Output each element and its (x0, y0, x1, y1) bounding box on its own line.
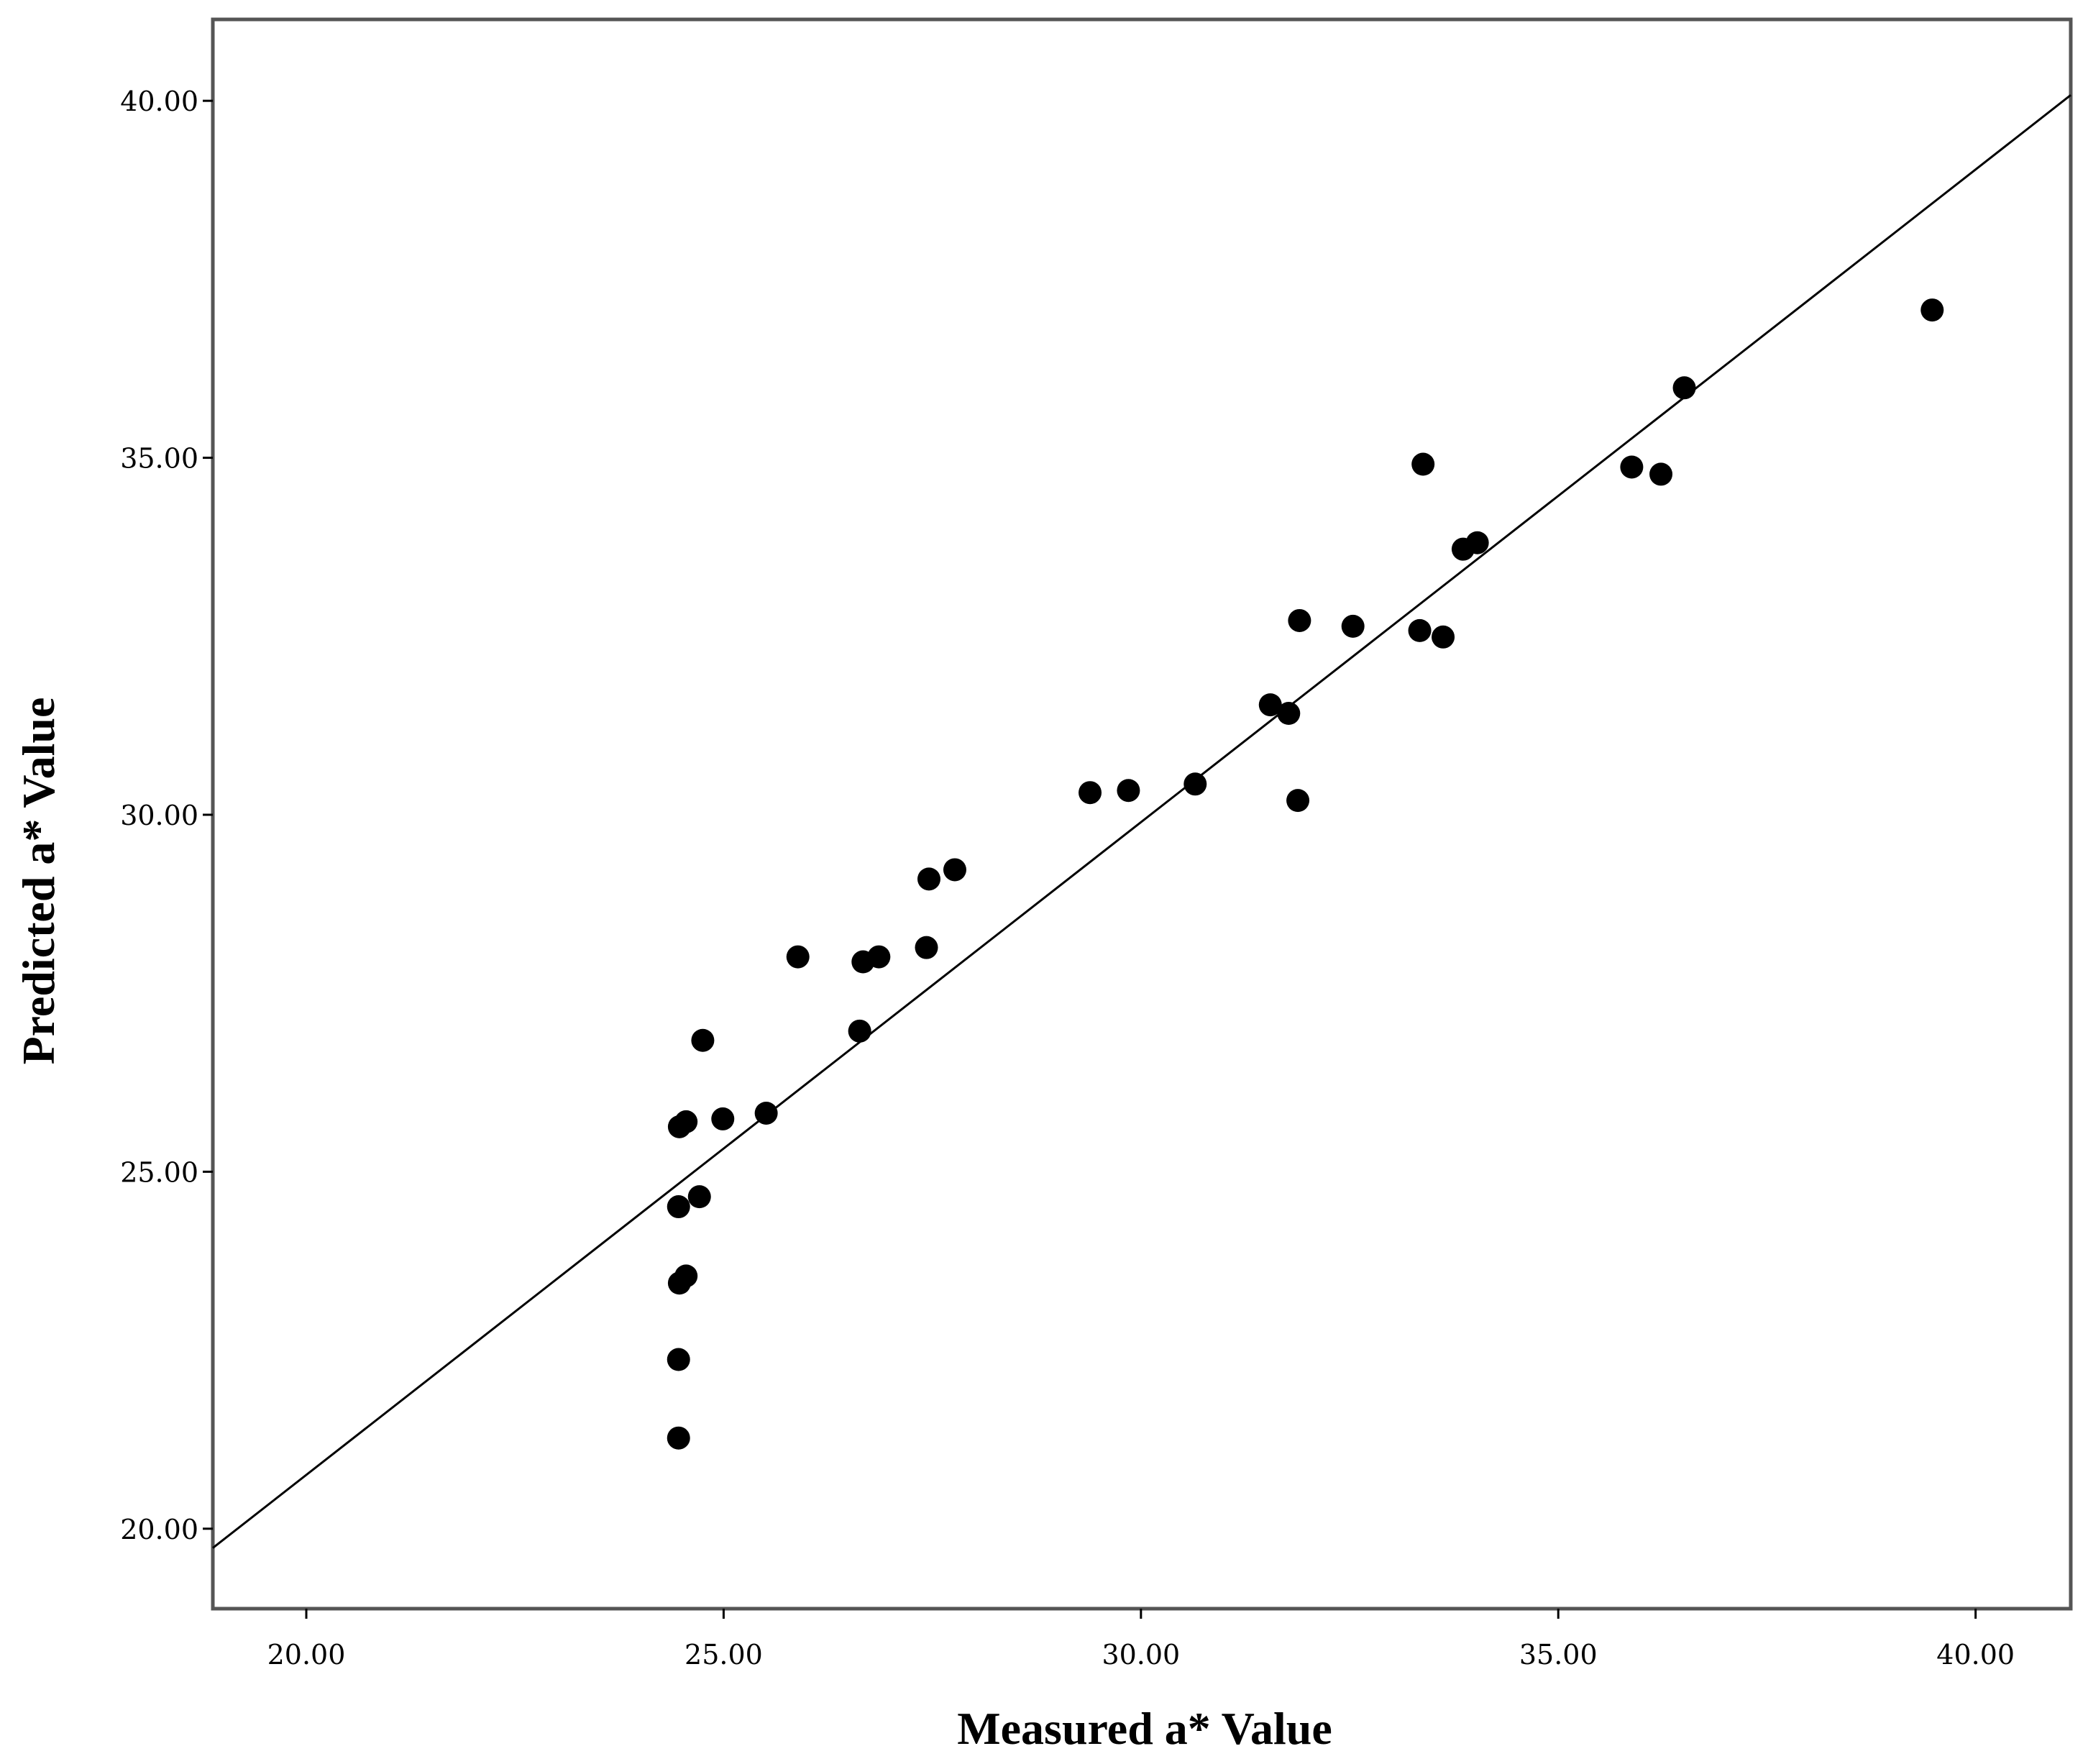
data-point (1286, 789, 1310, 813)
x-axis-ticks: 20.00 25.00 30.00 35.00 40.00 (267, 1609, 2015, 1671)
data-point (848, 1019, 871, 1043)
data-point (786, 945, 810, 969)
y-axis-title: Predicted a* Value (13, 698, 64, 1065)
x-tick-label: 20.00 (267, 1639, 346, 1671)
data-point (1079, 781, 1102, 805)
data-point (711, 1107, 735, 1130)
x-tick-label: 35.00 (1519, 1639, 1598, 1671)
data-point (674, 1264, 698, 1288)
data-point (1432, 625, 1455, 649)
data-point (1620, 455, 1644, 479)
data-points (667, 298, 1944, 1450)
data-point (667, 1426, 690, 1450)
fit-line (212, 94, 2071, 1549)
y-axis-ticks: 20.00 25.00 30.00 35.00 40.00 (120, 86, 213, 1545)
data-point (1258, 693, 1282, 717)
data-point (1183, 772, 1207, 796)
data-point (674, 1110, 698, 1133)
data-point (1117, 779, 1140, 803)
data-point (667, 1195, 690, 1219)
y-tick-label: 30.00 (120, 800, 198, 831)
y-tick-label: 40.00 (120, 86, 198, 117)
x-tick-label: 30.00 (1102, 1639, 1180, 1671)
data-point (1411, 452, 1435, 476)
data-point (943, 858, 966, 882)
data-point (667, 1348, 690, 1371)
data-point (915, 936, 938, 959)
data-point (754, 1101, 778, 1125)
data-point (1465, 531, 1489, 554)
data-point (867, 945, 891, 969)
y-tick-label: 25.00 (120, 1156, 198, 1188)
x-axis-title: Measured a* Value (957, 1703, 1332, 1754)
data-point (1920, 298, 1944, 322)
x-tick-label: 25.00 (684, 1639, 763, 1671)
data-point (1672, 376, 1696, 400)
y-tick-label: 35.00 (120, 443, 198, 475)
data-point (1408, 618, 1432, 642)
plot-frame (211, 17, 2073, 1611)
data-point (1649, 462, 1673, 486)
data-point (917, 867, 940, 891)
x-tick-label: 40.00 (1936, 1639, 2015, 1671)
data-point (687, 1185, 711, 1209)
data-point (1277, 702, 1301, 726)
data-point (1288, 608, 1311, 632)
data-point (691, 1028, 715, 1052)
y-tick-label: 20.00 (120, 1514, 198, 1545)
data-point (1341, 614, 1365, 638)
